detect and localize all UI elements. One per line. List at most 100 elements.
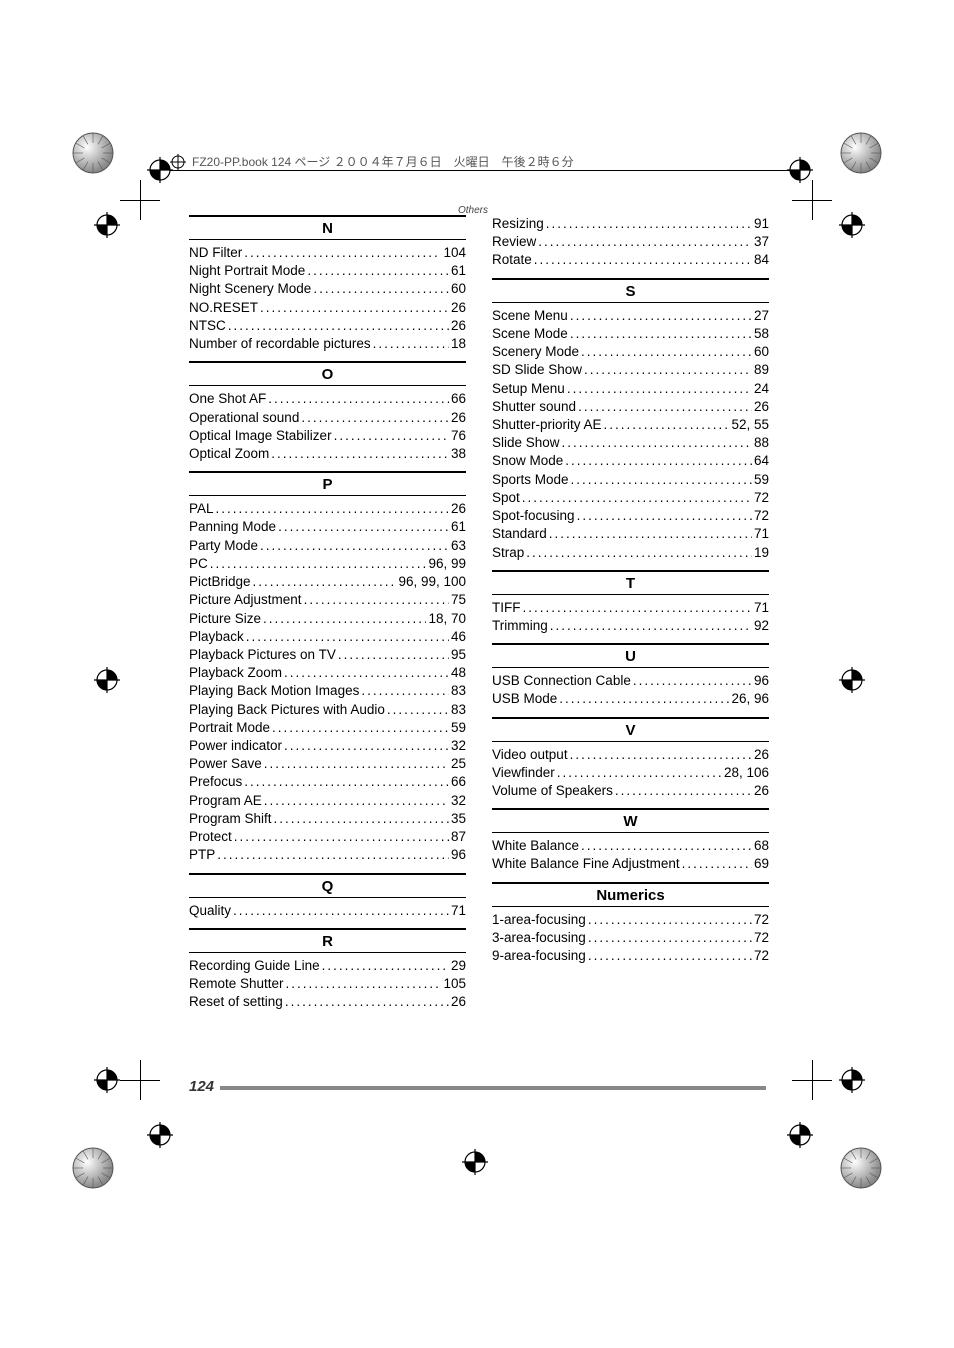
index-entry: Picture Size ...........................… [189,610,466,628]
index-heading: Numerics [492,882,769,907]
index-term: Playing Back Pictures with Audio [189,701,385,719]
index-page: 89 [754,361,769,379]
index-page: 27 [754,307,769,325]
index-term: Power indicator [189,737,282,755]
index-entry: USB Mode ...............................… [492,690,769,708]
index-term: Spot [492,489,520,507]
index-entry: Protect ................................… [189,828,466,846]
index-entry: Trimming ...............................… [492,617,769,635]
index-dots: ........................................… [313,280,449,298]
index-page: 96, 99, 100 [398,573,466,591]
index-page: 104 [443,244,466,262]
index-entry: Operational sound ......................… [189,409,466,427]
index-page: 76 [451,427,466,445]
index-entry: NTSC ...................................… [189,317,466,335]
index-heading: U [492,643,769,668]
crop-line [792,200,832,201]
index-dots: ........................................… [263,610,426,628]
index-dots: ........................................… [286,975,442,993]
index-page: 26, 96 [731,690,769,708]
crop-line [120,1080,160,1081]
index-entry: Viewfinder .............................… [492,764,769,782]
index-dots: ........................................… [588,929,752,947]
index-dots: ........................................… [604,416,730,434]
index-page: 28, 106 [724,764,769,782]
index-page: 96, 99 [428,555,466,573]
index-dots: ........................................… [570,746,752,764]
registration-cross-icon [460,1147,490,1177]
index-entry: TIFF ...................................… [492,599,769,617]
index-dots: ........................................… [210,555,427,573]
index-dots: ........................................… [216,500,449,518]
index-entry: Optical Image Stabilizer ...............… [189,427,466,445]
index-entry: Standard ...............................… [492,525,769,543]
index-entry: Reset of setting .......................… [189,993,466,1011]
registration-cross-icon [92,665,122,695]
index-entry: Video output ...........................… [492,746,769,764]
index-heading: N [189,215,466,240]
index-entry: Panning Mode ...........................… [189,518,466,536]
index-term: Night Scenery Mode [189,280,311,298]
index-dots: ........................................… [615,782,752,800]
index-page: 72 [754,507,769,525]
index-heading: V [492,717,769,742]
index-page: 96 [451,846,466,864]
index-page: 52, 55 [731,416,769,434]
index-dots: ........................................… [633,672,752,690]
registration-cross-icon [837,210,867,240]
index-entry: White Balance ..........................… [492,837,769,855]
index-entry: Portrait Mode ..........................… [189,719,466,737]
index-entry: Program AE .............................… [189,792,466,810]
index-dots: ........................................… [278,518,449,536]
index-dots: ........................................… [562,434,752,452]
index-term: 3-area-focusing [492,929,586,947]
index-page: 92 [754,617,769,635]
index-page: 68 [754,837,769,855]
index-term: 9-area-focusing [492,947,586,965]
index-entry: Quality ................................… [189,902,466,920]
registration-sphere-icon [70,130,116,176]
index-term: Operational sound [189,409,299,427]
index-entry: Sports Mode ............................… [492,471,769,489]
index-term: Remote Shutter [189,975,284,993]
index-page: 24 [754,380,769,398]
index-entry: 1-area-focusing ........................… [492,911,769,929]
index-entry: Party Mode .............................… [189,537,466,555]
index-entry: Playback Zoom ..........................… [189,664,466,682]
index-dots: ........................................… [272,719,449,737]
index-page: 18, 70 [428,610,466,628]
index-page: 32 [451,737,466,755]
index-term: Snow Mode [492,452,563,470]
index-term: PAL [189,500,214,518]
index-page: 26 [451,409,466,427]
index-term: Recording Guide Line [189,957,320,975]
index-dots: ........................................… [559,690,729,708]
index-page: 72 [754,489,769,507]
index-dots: ........................................… [581,343,752,361]
index-dots: ........................................… [534,251,752,269]
index-dots: ........................................… [284,737,449,755]
index-page: 95 [451,646,466,664]
index-dots: ........................................… [538,233,752,251]
index-page: 58 [754,325,769,343]
index-term: Scene Mode [492,325,568,343]
registration-cross-icon [785,1120,815,1150]
index-entry: Shutter-priority AE ....................… [492,416,769,434]
index-dots: ........................................… [264,792,449,810]
index-term: Viewfinder [492,764,555,782]
crop-line [120,200,160,201]
registration-cross-icon [92,210,122,240]
index-dots: ........................................… [244,773,449,791]
index-term: TIFF [492,599,521,617]
index-page: 83 [451,682,466,700]
index-term: PictBridge [189,573,251,591]
index-term: Spot-focusing [492,507,575,525]
index-page: 87 [451,828,466,846]
index-term: Picture Size [189,610,261,628]
index-dots: ........................................… [570,307,752,325]
index-dots: ........................................… [233,902,449,920]
index-entry: Snow Mode ..............................… [492,452,769,470]
index-term: Program AE [189,792,262,810]
index-dots: ........................................… [246,628,449,646]
index-term: Shutter-priority AE [492,416,602,434]
